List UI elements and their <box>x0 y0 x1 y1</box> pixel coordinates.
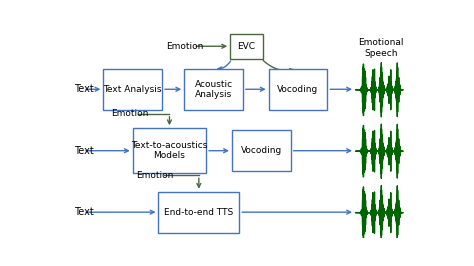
Text: Text Analysis: Text Analysis <box>103 85 162 94</box>
Text: Emotion: Emotion <box>137 171 174 180</box>
FancyBboxPatch shape <box>230 34 263 59</box>
Text: End-to-end TTS: End-to-end TTS <box>164 208 234 217</box>
FancyBboxPatch shape <box>232 130 291 171</box>
Text: EVC: EVC <box>237 42 255 51</box>
Text: Acoustic
Analysis: Acoustic Analysis <box>194 80 233 99</box>
Text: Emotion: Emotion <box>110 109 148 118</box>
Text: Text-to-acoustics
Models: Text-to-acoustics Models <box>131 141 208 160</box>
Text: Vocoding: Vocoding <box>277 85 319 94</box>
Text: Vocoding: Vocoding <box>241 146 282 155</box>
Text: Emotion: Emotion <box>166 42 203 51</box>
FancyBboxPatch shape <box>103 69 162 110</box>
Text: Text: Text <box>74 207 94 217</box>
Text: Emotional
Speech: Emotional Speech <box>358 38 403 57</box>
Text: Text: Text <box>74 146 94 156</box>
FancyBboxPatch shape <box>269 69 328 110</box>
FancyBboxPatch shape <box>133 128 206 173</box>
Text: Text: Text <box>74 84 94 94</box>
FancyBboxPatch shape <box>158 192 239 233</box>
FancyBboxPatch shape <box>184 69 243 110</box>
